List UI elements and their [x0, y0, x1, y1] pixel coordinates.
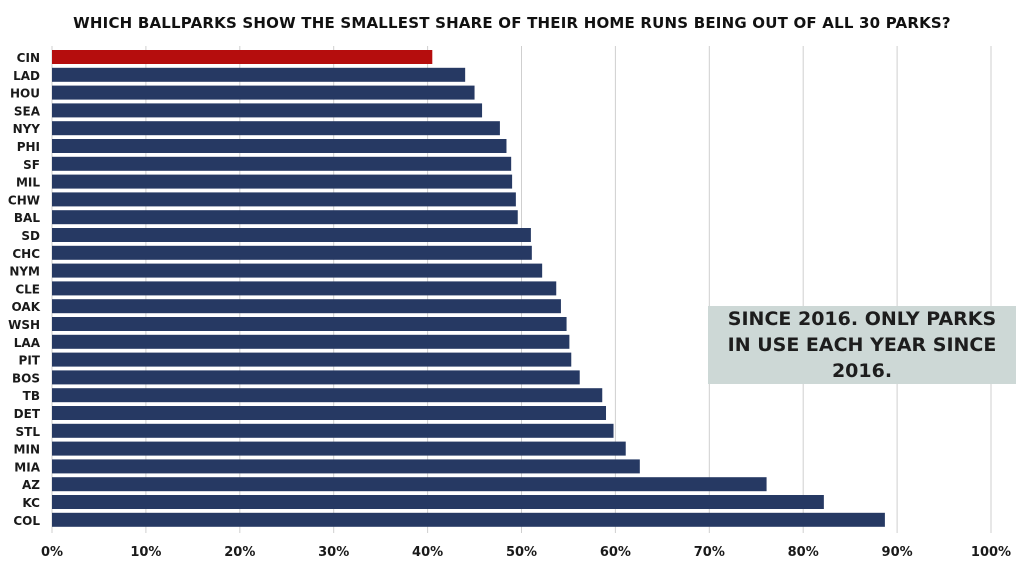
- bar-tb: [52, 388, 603, 403]
- category-label: KC: [22, 496, 40, 510]
- bar-stl: [52, 423, 614, 438]
- x-axis-tick-labels: 0% 10% 20% 30% 40% 50% 60% 70% 80% 90% 100%: [41, 545, 1011, 560]
- category-label: SF: [23, 158, 40, 172]
- bar-nym: [52, 263, 543, 278]
- bar-wsh: [52, 317, 567, 331]
- bar-bos: [52, 370, 580, 385]
- x-tick-label: 20%: [224, 545, 255, 560]
- category-label: CHC: [12, 247, 40, 261]
- bar-bal: [52, 210, 518, 225]
- x-tick-label: 30%: [318, 545, 349, 560]
- category-label: NYM: [9, 265, 40, 279]
- bar-az: [52, 477, 767, 492]
- x-tick-label: 100%: [971, 545, 1011, 560]
- bar-sd: [52, 228, 531, 242]
- category-label: MIN: [14, 443, 40, 457]
- category-label: CIN: [17, 51, 40, 65]
- category-label: PHI: [17, 140, 40, 154]
- bar-lad: [52, 67, 466, 82]
- chart-title: WHICH BALLPARKS SHOW THE SMALLEST SHARE …: [73, 14, 951, 32]
- category-label: NYY: [13, 122, 41, 136]
- annotation-box: SINCE 2016. ONLY PARKS IN USE EACH YEAR …: [708, 306, 1016, 384]
- bar-phi: [52, 139, 507, 153]
- x-tick-label: 80%: [788, 545, 819, 560]
- bar-laa: [52, 334, 570, 349]
- category-label: TB: [23, 389, 40, 403]
- bar-sf: [52, 156, 512, 171]
- bar-sea: [52, 103, 483, 118]
- category-label: SEA: [14, 104, 41, 118]
- bar-nyy: [52, 121, 500, 136]
- bar-cle: [52, 281, 557, 296]
- bar-hou: [52, 85, 475, 100]
- bar-pit: [52, 352, 572, 367]
- bar-det: [52, 406, 607, 420]
- category-label: DET: [14, 407, 41, 421]
- category-label: CLE: [15, 282, 40, 296]
- x-tick-label: 60%: [600, 545, 631, 560]
- bar-mia: [52, 459, 640, 474]
- category-label: LAD: [13, 69, 40, 83]
- category-label: CHW: [8, 193, 40, 207]
- category-label: LAA: [14, 336, 41, 350]
- x-tick-label: 10%: [130, 545, 161, 560]
- category-label: PIT: [19, 354, 41, 368]
- category-label: BAL: [14, 211, 40, 225]
- bar-chc: [52, 245, 532, 260]
- category-label: BOS: [12, 371, 40, 385]
- category-label: MIA: [14, 460, 40, 474]
- bars: [52, 50, 885, 527]
- category-label: HOU: [10, 87, 40, 101]
- bar-min: [52, 441, 626, 456]
- category-label: SD: [21, 229, 40, 243]
- category-label: COL: [13, 514, 40, 528]
- bar-col: [52, 512, 885, 527]
- bar-chw: [52, 192, 516, 207]
- x-tick-label: 0%: [41, 545, 63, 560]
- category-label: WSH: [8, 318, 40, 332]
- x-tick-label: 50%: [506, 545, 537, 560]
- x-tick-label: 70%: [694, 545, 725, 560]
- category-label: STL: [16, 425, 41, 439]
- bar-cin: [52, 50, 433, 64]
- bar-kc: [52, 495, 824, 509]
- category-label: AZ: [22, 478, 40, 492]
- category-label: OAK: [12, 300, 41, 314]
- category-labels: CIN LAD HOU SEA NYY PHI SF MIL CHW BAL SD CHC NYM CLE…: [8, 51, 41, 528]
- bar-oak: [52, 299, 561, 314]
- x-tick-label: 90%: [882, 545, 913, 560]
- bar-mil: [52, 174, 513, 189]
- category-label: MIL: [16, 176, 40, 190]
- x-tick-label: 40%: [412, 545, 443, 560]
